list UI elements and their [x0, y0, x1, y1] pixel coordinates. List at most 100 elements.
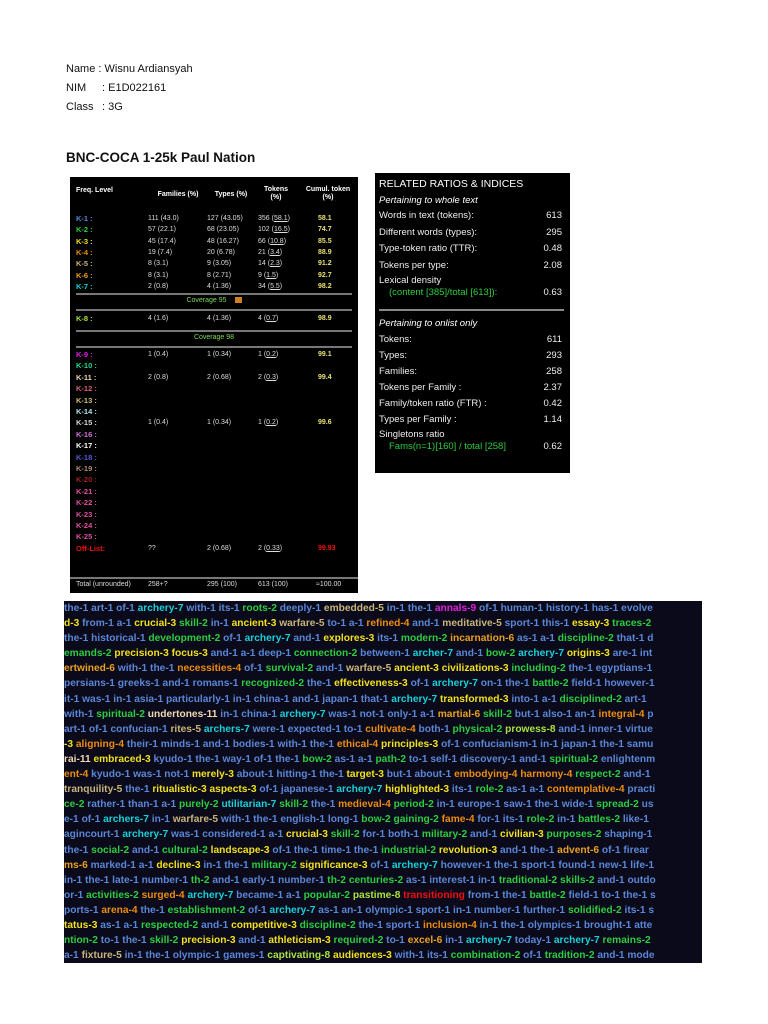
profiled-word: period-2	[393, 799, 437, 811]
level-cell: K-13 :	[76, 395, 97, 405]
frequency-profile-table: Freq. Level Families (%) Types (%) Token…	[70, 177, 358, 593]
profiled-word: highlighted-3	[385, 784, 452, 796]
table-row: K-3 : 45 (17.4) 48 (16.27) 66 (10.8) 85.5	[70, 236, 358, 247]
profiled-word: its-1	[426, 950, 451, 962]
profiled-word: outdo	[627, 874, 656, 886]
profiled-word: as-1	[100, 919, 124, 931]
profiled-word: than-1	[128, 799, 162, 811]
profiled-word: arena-4	[101, 904, 141, 916]
profiled-word: the-1	[319, 769, 347, 781]
profiled-word: the-1	[64, 633, 92, 645]
profiled-word: with-1	[394, 950, 427, 962]
profiled-word: incarnation-6	[450, 633, 517, 645]
profiled-word: of-1	[441, 738, 463, 750]
ratio-value: 293	[546, 350, 562, 361]
families-cell: 111 (43.0)	[148, 215, 179, 222]
level-cell: K-4 :	[76, 247, 93, 257]
text-line: e-1 of-1 archers-7 in-1 warfare-5 with-1…	[64, 812, 702, 828]
ratio-label: Families:	[379, 366, 418, 377]
profiled-word: that-1	[616, 633, 648, 645]
profiled-word: a-1	[161, 799, 179, 811]
profiled-word: romans-1	[192, 678, 242, 690]
profiled-word: also-1	[542, 708, 575, 720]
profiled-word: was-1	[133, 769, 165, 781]
vocab-profiled-text: the-1 art-1 of-1 archery-7 with-1 its-1 …	[64, 601, 702, 963]
profiled-word: of-1	[116, 603, 138, 614]
profiled-word: number-1	[473, 904, 524, 916]
profiled-word: a-1	[138, 859, 157, 871]
level-cell: K-21 :	[76, 486, 97, 496]
profiled-word: late-1	[112, 874, 142, 886]
profiled-word: archers-7	[103, 814, 152, 826]
profiled-word: kyudo-1	[153, 753, 196, 765]
profiled-word: olympics-1	[527, 919, 584, 931]
profiled-word: embedded-5	[323, 603, 387, 614]
types-cell: 20 (6.78)	[207, 248, 236, 256]
cumul-cell: 98.9	[318, 315, 332, 322]
profiled-word: or-1	[64, 889, 87, 901]
profiled-word: to-1	[343, 723, 366, 735]
profiled-word: their-1	[126, 738, 161, 750]
nim-value: : E1D022161	[102, 82, 167, 94]
profiled-word: was-1	[328, 708, 360, 720]
profiled-word: military-2	[421, 829, 471, 841]
ratio-value: 2.37	[543, 382, 563, 393]
profiled-word: required-2	[333, 935, 387, 947]
profiled-word: of-1	[523, 950, 545, 962]
profiled-word: annals-9	[434, 603, 480, 614]
profiled-word: ent-4	[64, 769, 92, 781]
profiled-word: purely-2	[178, 799, 222, 811]
families-cell: 8 (3.1)	[148, 271, 169, 279]
profiled-word: its-1	[502, 814, 527, 826]
profiled-word: as-1	[506, 784, 530, 796]
profiled-word: both-1	[418, 723, 453, 735]
profiled-word: human-1	[500, 603, 546, 614]
profiled-word: in-1	[151, 814, 173, 826]
level-cell: K-20 :	[76, 475, 97, 485]
profiled-word: activities-2	[86, 889, 142, 901]
cumul-cell: 88.9	[318, 248, 332, 256]
profiled-word: particularly-1	[165, 693, 233, 705]
profiled-word: wide-1	[561, 799, 597, 811]
profiled-word: traces-2	[612, 618, 652, 630]
profiled-word: sport-1	[521, 859, 559, 871]
ratio-value: 0.48	[543, 243, 563, 254]
profiled-word: and-1	[623, 769, 651, 781]
name-label: Name	[66, 63, 96, 75]
table-row: K-11 : 2 (0.8) 2 (0.68) 2 (0.3) 99.4	[70, 372, 358, 383]
profiled-word: long-1	[327, 814, 362, 826]
profiled-word: significance-3	[299, 859, 371, 871]
profiled-word: mode	[627, 950, 655, 962]
profiled-word: survival-2	[265, 663, 316, 675]
profiled-word: that-1	[360, 693, 392, 705]
profiled-word: kyudo-1	[91, 769, 134, 781]
profiled-word: and-1	[597, 874, 628, 886]
families-cell: 2 (0.8)	[148, 282, 169, 290]
name-row: Name : Wisnu Ardiansyah	[66, 60, 193, 79]
profiled-word: path-2	[375, 753, 409, 765]
profiled-word: fixture-5	[81, 950, 125, 962]
profiled-word: and-1	[201, 919, 232, 931]
profiled-word: an-1	[341, 904, 366, 916]
profiled-word: refined-4	[366, 618, 413, 630]
profiled-word: in-1	[386, 603, 408, 614]
profiled-word: respected-2	[141, 919, 202, 931]
profiled-word: and-1	[238, 935, 269, 947]
profiled-word: and-1	[499, 844, 530, 856]
profiled-word: it-1	[64, 693, 83, 705]
ratio-value: 258	[546, 366, 562, 377]
profiled-word: games-1	[223, 950, 268, 962]
profiled-word: archery-7	[122, 829, 172, 841]
profiled-word: ancient-3	[231, 618, 280, 630]
profiled-word: skill-2	[149, 935, 182, 947]
profiled-word: aligning-4	[75, 738, 127, 750]
cumul-cell: 85.5	[318, 237, 332, 245]
profiled-word: shaping-1	[604, 829, 653, 841]
singletons-value: 0.62	[543, 441, 563, 452]
profiled-word: a-1	[116, 618, 135, 630]
profiled-word: s	[648, 904, 654, 916]
cumul-cell: 99.93	[318, 544, 336, 552]
profiled-word: atte	[634, 919, 653, 931]
families-cell: ??	[148, 544, 156, 552]
profiled-word: decline-3	[156, 859, 204, 871]
